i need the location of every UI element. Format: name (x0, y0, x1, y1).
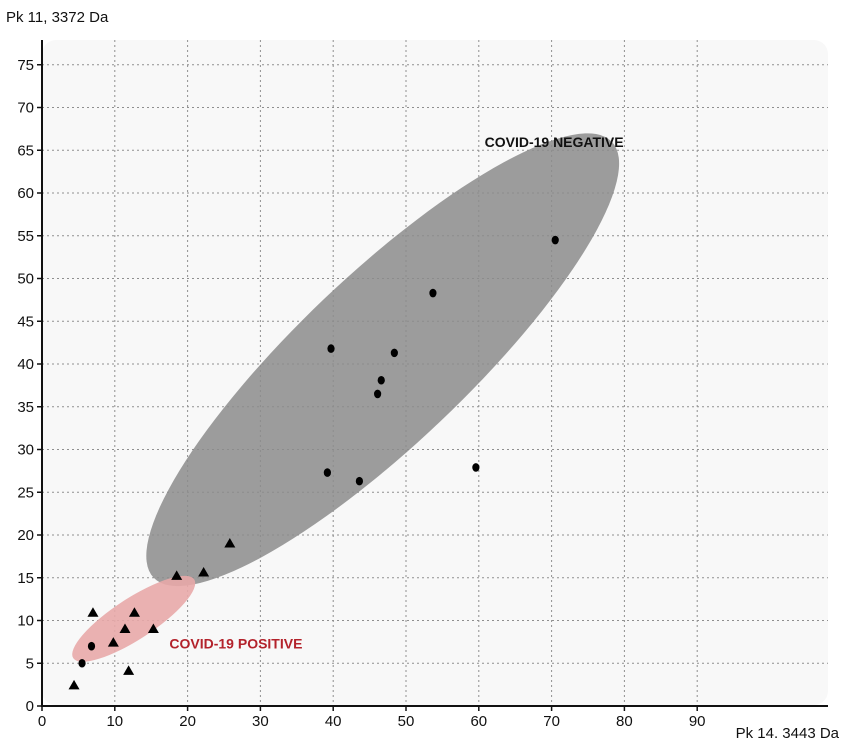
annotation-layer: COVID-19 NEGATIVE COVID-19 POSITIVE (169, 134, 623, 652)
cluster-ellipse (146, 133, 620, 587)
tick-layer: 0 10 20 30 40 50 60 70 80 90 0 5 10 15 20 25 30 35 40 45 50 5… (17, 57, 705, 730)
point-layer (68, 235, 559, 690)
data-point-circle (78, 658, 86, 668)
y-tick-label: 70 (17, 100, 34, 117)
data-point-triangle (123, 665, 135, 675)
data-point-circle (355, 476, 364, 486)
data-point-circle (551, 235, 559, 245)
data-point-circle (323, 468, 331, 477)
y-tick-label: 0 (26, 698, 34, 715)
data-point-triangle (87, 607, 99, 617)
data-point-triangle (128, 607, 140, 617)
y-tick-label: 15 (17, 570, 34, 587)
y-tick-label: 35 (17, 399, 34, 416)
y-tick-label: 30 (17, 442, 34, 459)
y-tick-label: 75 (17, 57, 34, 74)
x-tick-label: 20 (179, 713, 196, 730)
y-tick-label: 65 (17, 142, 34, 159)
y-tick-label: 60 (17, 185, 34, 202)
data-point-circle (327, 344, 335, 353)
data-point-circle (429, 288, 437, 298)
x-axis-title: Pk 14. 3443 Da (736, 725, 840, 742)
y-tick-label: 10 (17, 613, 34, 630)
grid-layer (42, 40, 828, 706)
x-tick-label: 70 (543, 713, 560, 730)
data-point-triangle (119, 623, 131, 633)
cluster-ellipse (72, 575, 196, 662)
data-point-triangle (68, 679, 80, 690)
annotation-label: COVID-19 NEGATIVE (485, 134, 624, 150)
data-point-circle (472, 463, 480, 472)
annotation-label: COVID-19 POSITIVE (169, 636, 302, 652)
x-tick-label: 90 (689, 713, 706, 730)
data-point-triangle (147, 623, 159, 633)
x-tick-label: 30 (252, 713, 269, 730)
x-tick-label: 80 (616, 713, 633, 730)
data-point-triangle (107, 637, 119, 647)
y-tick-label: 55 (17, 228, 34, 245)
data-point-circle (377, 375, 385, 385)
y-axis-title: Pk 11, 3372 Da (6, 9, 109, 26)
data-point-triangle (171, 570, 183, 580)
y-tick-label: 25 (17, 484, 34, 501)
data-point-circle (374, 389, 382, 399)
x-tick-label: 60 (470, 713, 487, 730)
y-tick-label: 40 (17, 356, 34, 373)
region-layer (72, 133, 620, 662)
x-tick-label: 40 (325, 713, 342, 730)
data-point-circle (390, 348, 398, 358)
y-tick-label: 45 (17, 313, 34, 330)
y-tick-label: 5 (26, 655, 34, 672)
x-tick-label: 50 (398, 713, 415, 730)
y-tick-label: 50 (17, 271, 34, 288)
data-point-triangle (198, 567, 210, 577)
y-tick-label: 20 (17, 527, 34, 544)
x-tick-label: 10 (106, 713, 123, 730)
data-point-triangle (224, 537, 236, 548)
x-tick-label: 0 (38, 713, 46, 730)
data-point-circle (87, 641, 96, 651)
